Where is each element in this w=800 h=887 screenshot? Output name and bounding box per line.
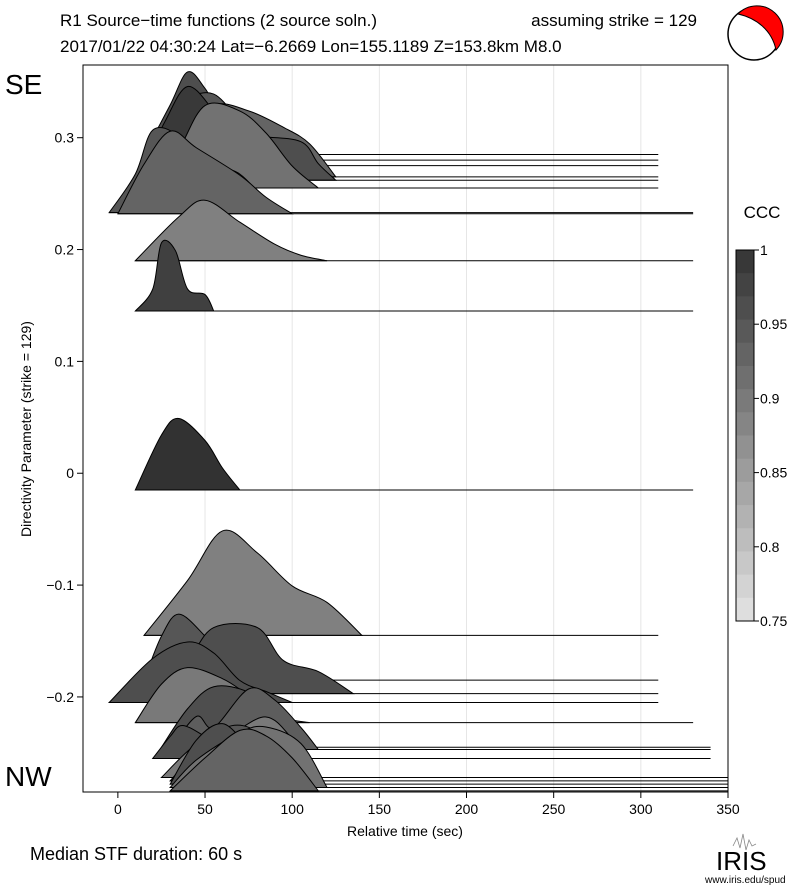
- colorbar-swatch: [736, 389, 754, 413]
- colorbar-swatch: [736, 296, 754, 321]
- chart-title: R1 Source−time functions (2 source soln.…: [60, 11, 377, 30]
- y-tick-label: 0.2: [55, 242, 75, 258]
- stf-ridges: [107, 71, 728, 792]
- plot-frame: [82, 64, 729, 793]
- colorbar-swatch: [736, 458, 754, 483]
- stf-waveform: [134, 417, 241, 491]
- y-tick-label: −0.1: [46, 577, 74, 593]
- colorbar-swatch: [736, 250, 754, 274]
- x-tick-label: 350: [716, 801, 740, 817]
- stf-waveform: [134, 199, 328, 262]
- colorbar-title: CCC: [744, 203, 781, 222]
- median-duration: Median STF duration: 60 s: [30, 844, 242, 864]
- colorbar-swatch: [736, 481, 754, 506]
- colorbar: 1 0.95 0.9 0.85 0.8 0.75: [735, 242, 787, 629]
- colorbar-tick-label: 0.85: [760, 465, 787, 481]
- iris-logo-text: IRIS: [716, 846, 767, 876]
- colorbar-tick-label: 0.9: [760, 390, 780, 406]
- y-tick-label: 0.1: [55, 353, 75, 369]
- x-tick-label: 50: [197, 801, 213, 817]
- colorbar-swatch: [736, 273, 754, 297]
- direction-nw: NW: [5, 761, 52, 792]
- stf-waveform: [134, 239, 215, 312]
- x-tick-label: 200: [455, 801, 479, 817]
- colorbar-tick-label: 0.8: [760, 539, 780, 555]
- colorbar-tick-label: 0.95: [760, 316, 787, 332]
- colorbar-swatch: [736, 574, 754, 599]
- colorbar-swatch: [736, 365, 754, 390]
- x-axis: 0 50 100 150 200 250 300 350: [114, 792, 740, 817]
- beachball-icon: [727, 5, 784, 61]
- x-tick-label: 250: [542, 801, 566, 817]
- y-tick-label: 0: [66, 465, 74, 481]
- event-info: 2017/01/22 04:30:24 Lat=−6.2669 Lon=155.…: [60, 37, 562, 56]
- colorbar-swatch: [736, 319, 754, 344]
- y-axis: 0.3 0.2 0.1 0 −0.1 −0.2: [46, 130, 83, 705]
- y-tick-label: −0.2: [46, 689, 74, 705]
- y-tick-label: 0.3: [55, 130, 75, 146]
- colorbar-swatch: [736, 505, 754, 529]
- stf-waveform: [117, 130, 294, 215]
- x-tick-label: 100: [281, 801, 305, 817]
- x-tick-label: 0: [114, 801, 122, 817]
- colorbar-swatch: [736, 551, 754, 576]
- x-axis-label: Relative time (sec): [347, 823, 463, 839]
- x-tick-label: 150: [368, 801, 392, 817]
- colorbar-swatch: [736, 435, 754, 460]
- colorbar-swatch: [736, 412, 754, 436]
- x-tick-label: 300: [629, 801, 653, 817]
- colorbar-swatch: [736, 528, 754, 552]
- strike-assumption: assuming strike = 129: [531, 11, 697, 30]
- colorbar-frame: [735, 249, 755, 622]
- colorbar-tick-label: 1: [760, 242, 768, 258]
- iris-logo: IRIS www.iris.edu/spud: [704, 833, 786, 886]
- direction-se: SE: [5, 69, 42, 100]
- iris-url: www.iris.edu/spud: [704, 875, 786, 886]
- colorbar-swatch: [736, 597, 754, 622]
- stf-waveform: [142, 529, 364, 636]
- colorbar-tick-label: 0.75: [760, 613, 787, 629]
- stf-waveform: [168, 728, 320, 792]
- y-axis-label: Directivity Parameter (strike = 129): [18, 321, 34, 537]
- colorbar-swatch: [736, 342, 754, 367]
